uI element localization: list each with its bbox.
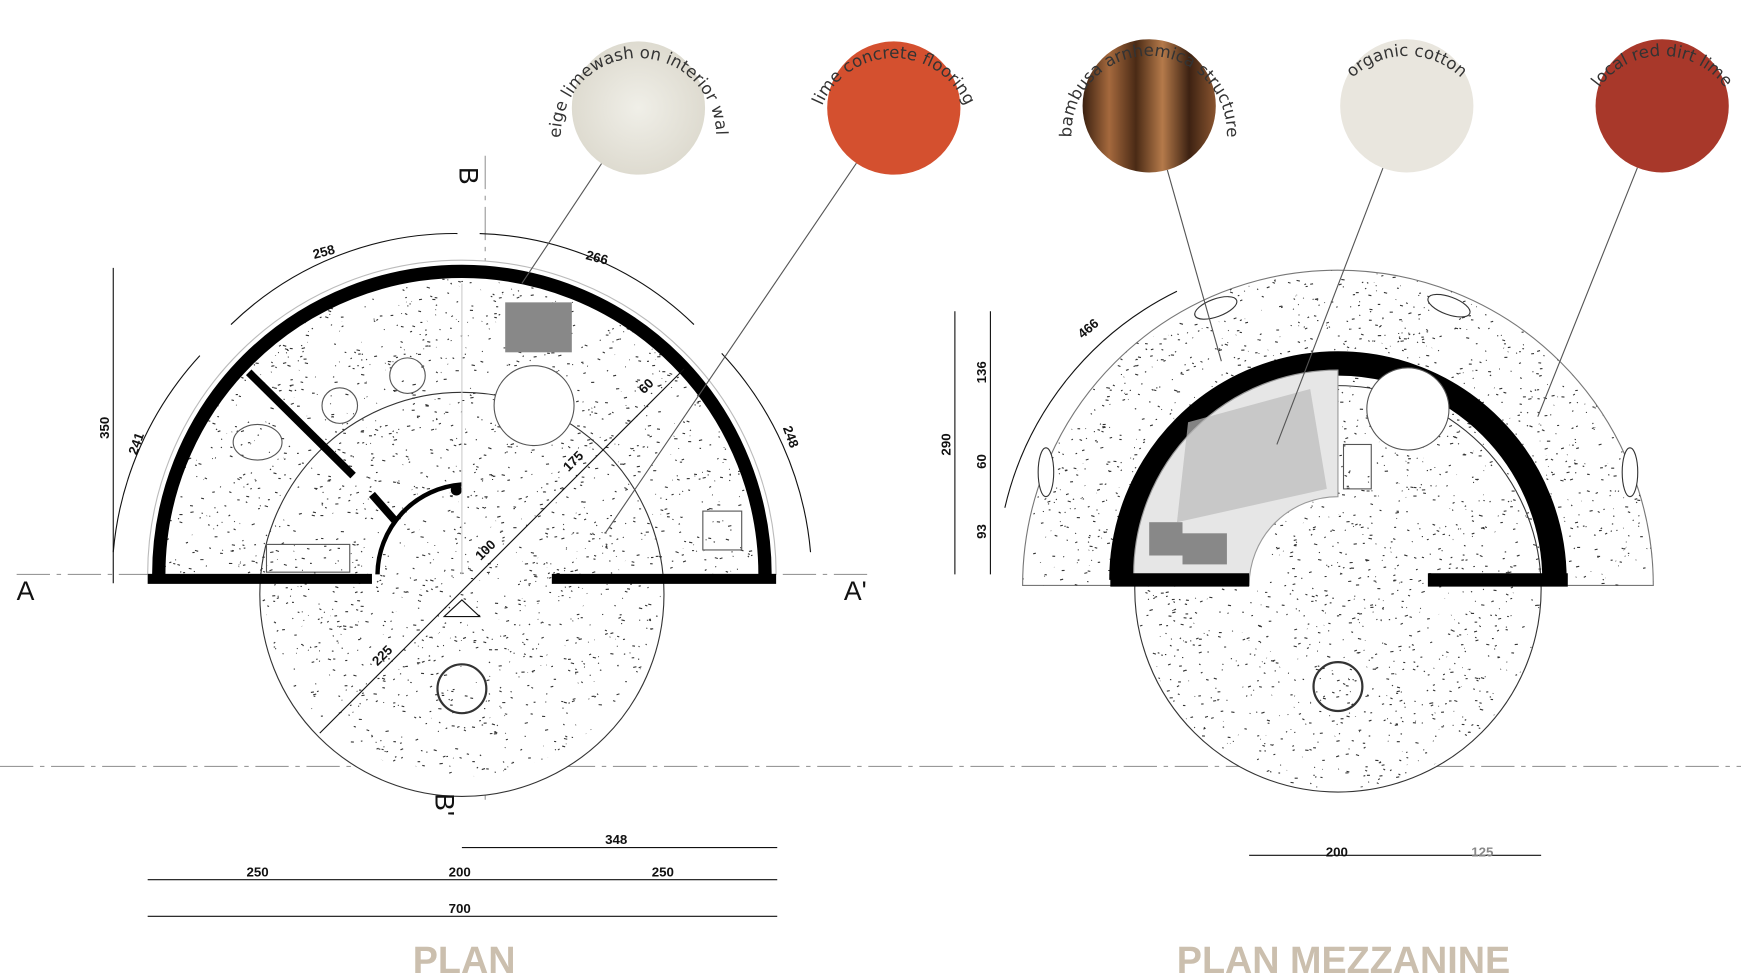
material-swatch xyxy=(1340,39,1474,173)
section-label: B xyxy=(454,167,484,185)
dimension: 250 xyxy=(246,864,268,879)
section-label: B' xyxy=(429,793,459,816)
mezzanine-plan xyxy=(1022,269,1654,793)
dimension: 241 xyxy=(125,430,147,457)
material-swatch xyxy=(827,41,961,175)
material-swatch xyxy=(1595,39,1729,173)
leader-line xyxy=(1166,169,1222,362)
dimension: 248 xyxy=(780,424,802,450)
dimension: 136 xyxy=(974,361,989,383)
labels: A A' B B' 258 266 241 248 350 60 175 100… xyxy=(17,167,1511,980)
material-swatch xyxy=(1082,39,1216,173)
dimension: 348 xyxy=(605,832,627,847)
section-label: A' xyxy=(844,576,867,606)
section-label: A xyxy=(17,576,35,606)
dimension: 258 xyxy=(311,242,336,262)
dimension: 700 xyxy=(449,901,471,916)
material-swatch xyxy=(571,41,706,175)
plan xyxy=(147,259,777,798)
dimension-lines xyxy=(112,232,1542,917)
dimension: 200 xyxy=(449,864,471,879)
dimension: 250 xyxy=(652,864,674,879)
title: PLAN xyxy=(413,939,516,980)
leader-line xyxy=(1276,167,1384,445)
dimension: 125 xyxy=(1471,844,1494,859)
dimension: 266 xyxy=(584,247,609,267)
leader-line xyxy=(1537,167,1638,417)
dimension: 60 xyxy=(974,454,989,469)
leader-line xyxy=(521,163,603,284)
dimension: 93 xyxy=(974,524,989,539)
dimension: 290 xyxy=(938,433,953,455)
dimension: 200 xyxy=(1326,844,1348,859)
dimension: 466 xyxy=(1075,316,1102,342)
dimension: 350 xyxy=(97,417,112,439)
leader-line xyxy=(604,162,857,534)
title: PLAN MEZZANINE xyxy=(1177,939,1510,980)
